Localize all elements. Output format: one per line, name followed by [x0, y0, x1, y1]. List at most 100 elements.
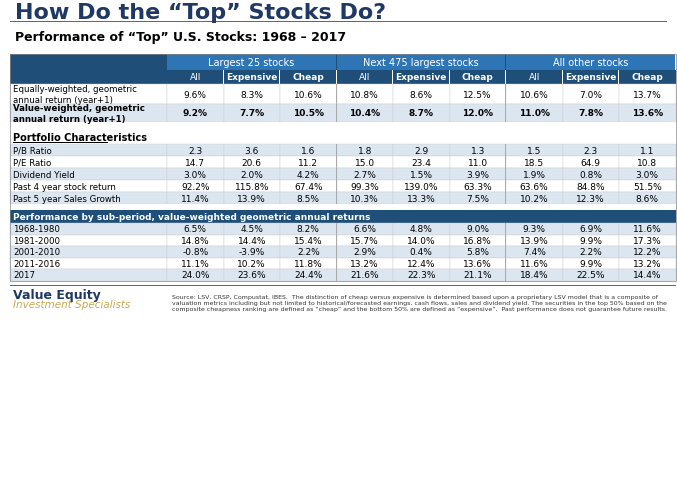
- Text: 84.8%: 84.8%: [576, 182, 605, 191]
- Text: 3.0%: 3.0%: [636, 170, 659, 179]
- Text: 11.8%: 11.8%: [294, 259, 323, 268]
- Bar: [223, 270, 280, 281]
- Bar: [393, 157, 450, 168]
- Bar: [223, 145, 280, 157]
- Text: 22.3%: 22.3%: [407, 271, 435, 280]
- Bar: [223, 193, 280, 205]
- Bar: [505, 235, 506, 246]
- Bar: [505, 258, 506, 270]
- Text: P/B Ratio: P/B Ratio: [13, 146, 51, 155]
- Text: 14.7: 14.7: [185, 158, 205, 167]
- Text: Source: LSV, CRSP, Compustat, IBES.  The distinction of cheap versus expensive i: Source: LSV, CRSP, Compustat, IBES. The …: [172, 295, 667, 312]
- Text: 20.6: 20.6: [242, 158, 262, 167]
- Text: 10.2%: 10.2%: [520, 194, 548, 203]
- Bar: [450, 246, 506, 258]
- Bar: [506, 55, 674, 71]
- Text: 2.7%: 2.7%: [353, 170, 376, 179]
- Text: 3.0%: 3.0%: [183, 170, 206, 179]
- Bar: [167, 168, 223, 181]
- Bar: [280, 193, 336, 205]
- Bar: [10, 85, 167, 105]
- Text: -3.9%: -3.9%: [238, 248, 265, 257]
- Bar: [619, 270, 676, 281]
- Bar: [10, 21, 667, 23]
- Bar: [223, 157, 280, 168]
- Text: 18.5: 18.5: [524, 158, 544, 167]
- Text: All: All: [529, 74, 540, 82]
- Bar: [13, 142, 108, 143]
- Bar: [280, 71, 336, 85]
- Text: 0.8%: 0.8%: [580, 170, 603, 179]
- Bar: [563, 85, 619, 105]
- Text: 13.3%: 13.3%: [407, 194, 435, 203]
- Bar: [506, 105, 563, 123]
- Bar: [280, 224, 336, 235]
- Text: 15.7%: 15.7%: [351, 236, 379, 245]
- Text: Cheap: Cheap: [292, 74, 324, 82]
- Text: 7.0%: 7.0%: [580, 91, 603, 99]
- Text: 5.8%: 5.8%: [466, 248, 489, 257]
- Bar: [336, 55, 505, 71]
- Bar: [10, 145, 167, 157]
- Bar: [506, 270, 563, 281]
- Text: 8.2%: 8.2%: [297, 225, 320, 234]
- Bar: [450, 270, 506, 281]
- Bar: [167, 157, 223, 168]
- Bar: [10, 181, 167, 193]
- Text: 12.0%: 12.0%: [462, 109, 494, 118]
- Bar: [167, 55, 336, 71]
- Text: 2.0%: 2.0%: [240, 170, 263, 179]
- Bar: [10, 105, 167, 123]
- Text: 10.6%: 10.6%: [294, 91, 323, 99]
- Text: 10.8%: 10.8%: [351, 91, 379, 99]
- Text: Investment Specialists: Investment Specialists: [13, 300, 131, 310]
- Text: 115.8%: 115.8%: [234, 182, 269, 191]
- Text: 14.8%: 14.8%: [181, 236, 210, 245]
- Text: 10.8: 10.8: [637, 158, 657, 167]
- Bar: [563, 181, 619, 193]
- Bar: [167, 181, 223, 193]
- Text: Expensive: Expensive: [395, 74, 447, 82]
- Text: 3.6: 3.6: [244, 146, 259, 155]
- Bar: [563, 270, 619, 281]
- Text: 63.3%: 63.3%: [463, 182, 492, 191]
- Bar: [505, 71, 506, 85]
- Bar: [280, 246, 336, 258]
- Bar: [619, 168, 676, 181]
- Text: 2001-2010: 2001-2010: [13, 248, 60, 257]
- Text: Dividend Yield: Dividend Yield: [13, 170, 74, 179]
- Text: 139.0%: 139.0%: [404, 182, 439, 191]
- Text: 11.0%: 11.0%: [519, 109, 550, 118]
- Bar: [563, 193, 619, 205]
- Text: 1.5: 1.5: [527, 146, 542, 155]
- Text: Equally-weighted, geometric
annual return (year+1): Equally-weighted, geometric annual retur…: [13, 85, 137, 105]
- Text: 10.2%: 10.2%: [238, 259, 266, 268]
- Bar: [450, 105, 506, 123]
- Text: 1.8: 1.8: [357, 146, 372, 155]
- Text: 2017: 2017: [13, 271, 35, 280]
- Bar: [280, 157, 336, 168]
- Text: Performance of “Top” U.S. Stocks: 1968 – 2017: Performance of “Top” U.S. Stocks: 1968 –…: [15, 31, 346, 45]
- Bar: [10, 55, 167, 71]
- Text: How Do the “Top” Stocks Do?: How Do the “Top” Stocks Do?: [15, 3, 386, 23]
- Text: 12.5%: 12.5%: [464, 91, 492, 99]
- Text: 14.0%: 14.0%: [407, 236, 435, 245]
- Bar: [563, 105, 619, 123]
- Text: Value Equity: Value Equity: [13, 288, 101, 302]
- Bar: [393, 224, 450, 235]
- Text: 13.9%: 13.9%: [238, 194, 266, 203]
- Text: 17.3%: 17.3%: [633, 236, 661, 245]
- Text: 1968-1980: 1968-1980: [13, 225, 60, 234]
- Bar: [506, 71, 561, 85]
- Bar: [506, 181, 563, 193]
- Text: 23.6%: 23.6%: [238, 271, 266, 280]
- Text: 24.0%: 24.0%: [181, 271, 209, 280]
- Bar: [223, 168, 280, 181]
- Bar: [167, 224, 223, 235]
- Text: 9.9%: 9.9%: [580, 259, 603, 268]
- Bar: [619, 105, 676, 123]
- Text: 1.6: 1.6: [301, 146, 315, 155]
- Bar: [10, 285, 676, 286]
- Bar: [450, 157, 506, 168]
- Bar: [619, 258, 676, 270]
